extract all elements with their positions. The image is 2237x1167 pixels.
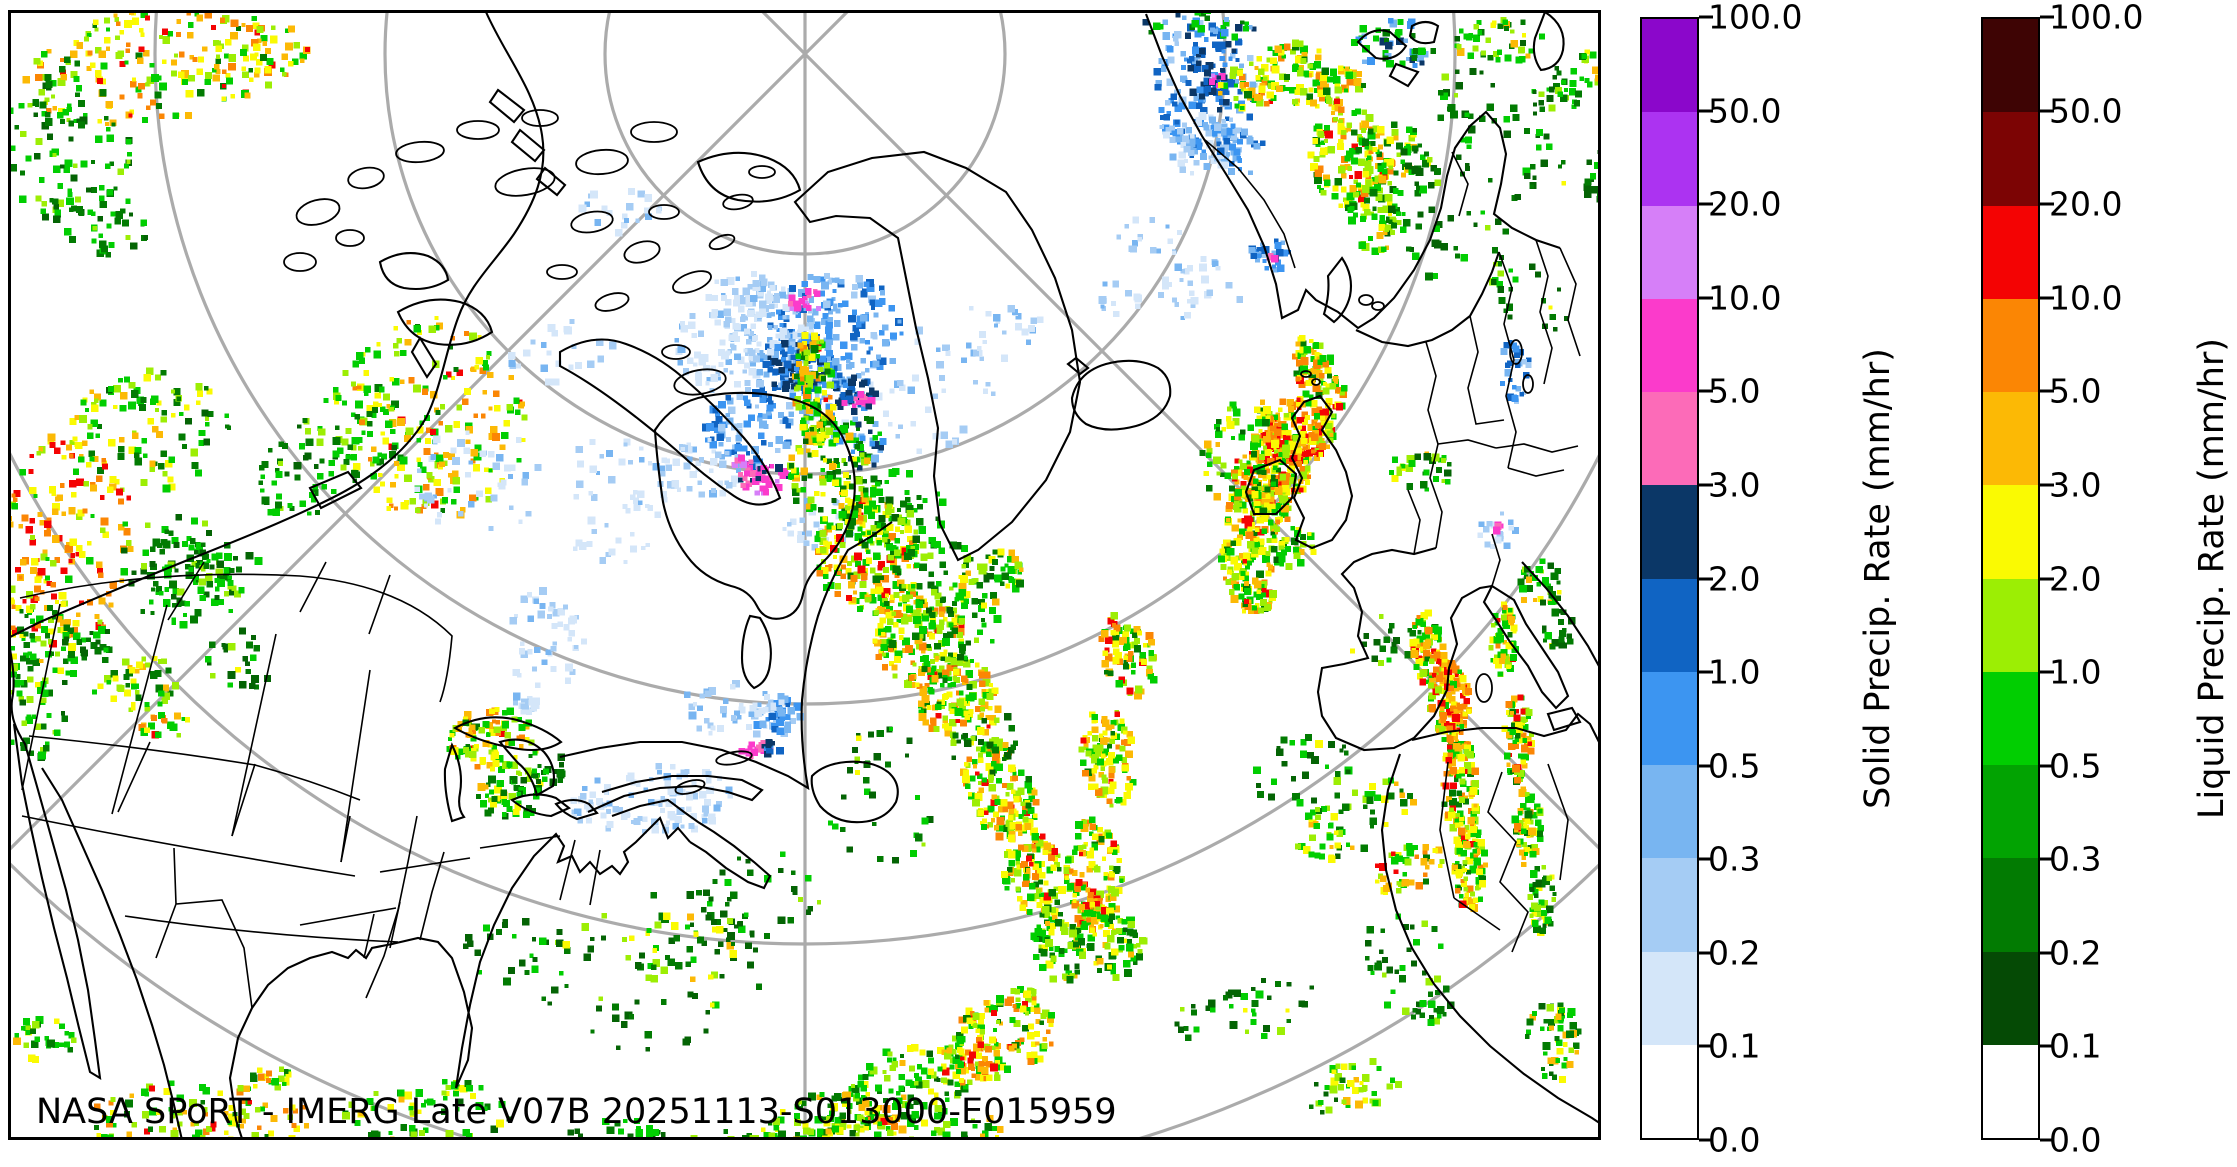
solid-segment-5.0 <box>1642 298 1697 392</box>
liquid-tick-label: 0.5 <box>2049 746 2102 786</box>
solid-tick <box>1699 577 1713 580</box>
liquid-tick <box>2040 1044 2054 1048</box>
solid-tick-label: 10.0 <box>1708 278 1782 318</box>
solid-segment-0.2 <box>1642 858 1697 952</box>
liquid-tick-label: 1.0 <box>2049 652 2102 692</box>
solid-tick-label: 50.0 <box>1708 91 1782 131</box>
liquid-tick-label: 3.0 <box>2049 465 2102 505</box>
solid-tick <box>1699 15 1713 19</box>
liquid-tick-label: 50.0 <box>2049 91 2123 131</box>
solid-colorbar-labels: 0.0 0.1 0.2 0.3 0.5 1.0 2.0 3.0 5.0 10.0 20.0 50.0 1… <box>1708 1 1858 1157</box>
liquid-colorbar-title: Liquid Precip. Rate (mm/hr) <box>2192 338 2232 820</box>
liquid-tick <box>2040 951 2054 955</box>
solid-tick <box>1699 296 1713 300</box>
liquid-colorbar-ticks <box>2040 15 2056 1142</box>
liquid-tick <box>2040 15 2054 19</box>
solid-tick-label: 3.0 <box>1708 465 1761 505</box>
solid-segment-10.0 <box>1642 205 1697 299</box>
liquid-segment-0.3 <box>1983 765 2038 859</box>
solid-tick-label: 0.1 <box>1708 1026 1761 1066</box>
solid-tick-label: 0.5 <box>1708 746 1761 786</box>
solid-segment-0.1 <box>1642 951 1697 1045</box>
solid-tick-label: 0.3 <box>1708 839 1761 879</box>
liquid-segment-5.0 <box>1983 298 2038 392</box>
liquid-tick-label: 10.0 <box>2049 278 2123 318</box>
liquid-tick <box>2040 577 2054 580</box>
liquid-segment-50.0 <box>1983 19 2038 113</box>
solid-tick <box>1699 764 1713 768</box>
liquid-precip-colorbar <box>1981 17 2040 1140</box>
liquid-tick-label: 5.0 <box>2049 371 2102 411</box>
liquid-tick <box>2040 483 2054 487</box>
political-borders <box>19 139 1581 1009</box>
solid-tick-label: 1.0 <box>1708 652 1761 692</box>
solid-tick <box>1699 951 1713 955</box>
liquid-tick <box>2040 764 2054 768</box>
liquid-tick <box>2040 1138 2054 1142</box>
liquid-segment-0.0 <box>1983 1044 2038 1138</box>
liquid-segment-20.0 <box>1983 112 2038 206</box>
solid-tick-label: 20.0 <box>1708 184 1782 224</box>
map-annotation: NASA SPoRT - IMERG Late V07B 20251113-S0… <box>36 1092 1117 1132</box>
liquid-segment-0.2 <box>1983 858 2038 952</box>
precip-map <box>8 10 1601 1140</box>
solid-segment-2.0 <box>1642 485 1697 579</box>
solid-segment-0.5 <box>1642 671 1697 765</box>
solid-colorbar-ticks <box>1699 15 1715 1142</box>
liquid-tick <box>2040 296 2054 300</box>
solid-segment-0.3 <box>1642 765 1697 859</box>
liquid-segment-0.5 <box>1983 671 2038 765</box>
liquid-segment-2.0 <box>1983 485 2038 579</box>
liquid-tick-label: 0.1 <box>2049 1026 2102 1066</box>
liquid-tick <box>2040 670 2054 674</box>
liquid-tick-label: 2.0 <box>2049 559 2102 598</box>
liquid-tick <box>2040 109 2054 113</box>
solid-segment-50.0 <box>1642 19 1697 113</box>
solid-precip-colorbar <box>1640 17 1699 1140</box>
liquid-tick-label: 0.0 <box>2049 1120 2102 1160</box>
map-panel: NASA SPoRT - IMERG Late V07B 20251113-S0… <box>8 10 1601 1140</box>
liquid-segment-1.0 <box>1983 578 2038 672</box>
solid-tick-label: 5.0 <box>1708 371 1761 411</box>
coastlines <box>8 10 1601 1140</box>
liquid-segment-3.0 <box>1983 392 2038 486</box>
solid-segment-20.0 <box>1642 112 1697 206</box>
liquid-segment-0.1 <box>1983 951 2038 1045</box>
solid-tick <box>1699 109 1713 113</box>
solid-segment-0.0 <box>1642 1044 1697 1138</box>
solid-tick <box>1699 670 1713 674</box>
solid-tick-label: 0.0 <box>1708 1120 1761 1160</box>
liquid-tick-label: 20.0 <box>2049 184 2123 224</box>
solid-tick-label: 100.0 <box>1708 0 1803 37</box>
liquid-tick <box>2040 857 2054 861</box>
liquid-tick-label: 0.2 <box>2049 933 2102 973</box>
map-frame-border <box>8 10 1601 1140</box>
solid-tick <box>1699 1138 1713 1142</box>
solid-segment-3.0 <box>1642 392 1697 486</box>
liquid-colorbar-labels: 0.0 0.1 0.2 0.3 0.5 1.0 2.0 3.0 5.0 10.0 20.0 50.0 1… <box>2049 1 2199 1157</box>
solid-colorbar-title: Solid Precip. Rate (mm/hr) <box>1858 348 1898 809</box>
liquid-tick-label: 100.0 <box>2049 0 2144 37</box>
liquid-tick <box>2040 202 2054 206</box>
liquid-tick <box>2040 389 2054 393</box>
solid-tick <box>1699 483 1713 487</box>
liquid-tick-label: 0.3 <box>2049 839 2102 879</box>
solid-tick-label: 2.0 <box>1708 559 1761 598</box>
liquid-segment-10.0 <box>1983 205 2038 299</box>
solid-tick <box>1699 1044 1713 1048</box>
solid-tick-label: 0.2 <box>1708 933 1761 973</box>
solid-tick <box>1699 202 1713 206</box>
solid-segment-1.0 <box>1642 578 1697 672</box>
solid-tick <box>1699 857 1713 861</box>
solid-tick <box>1699 389 1713 393</box>
